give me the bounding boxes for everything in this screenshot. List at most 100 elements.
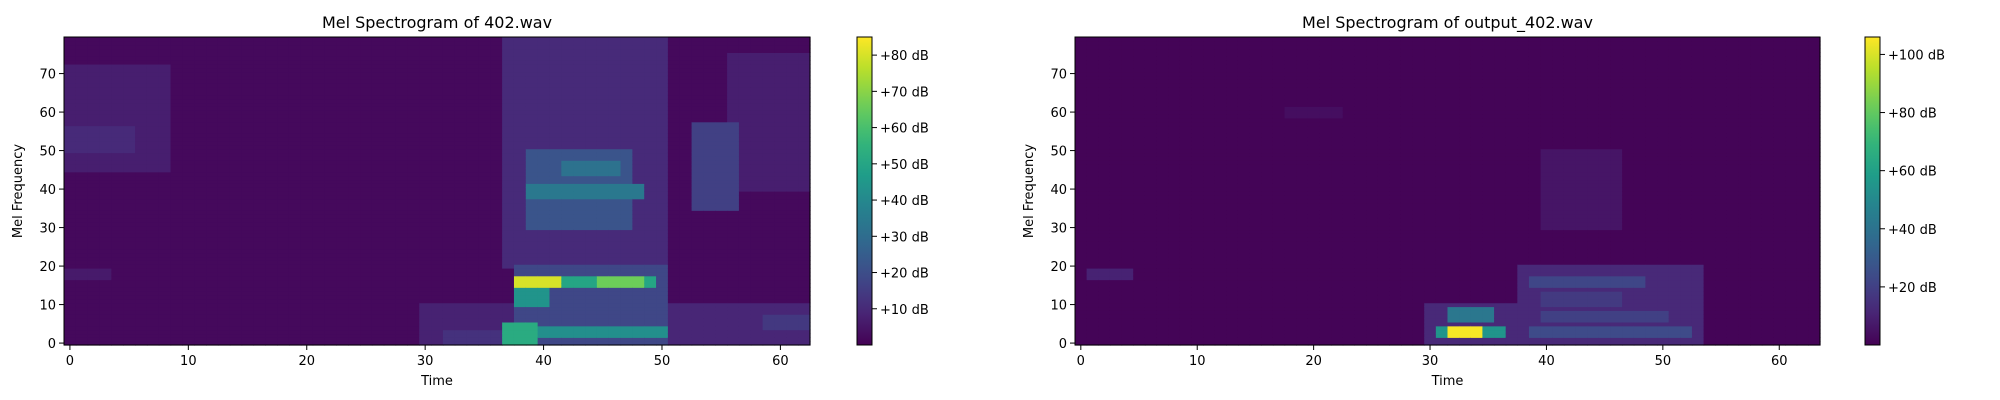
heatmap-cell <box>123 67 136 73</box>
heatmap-cell <box>324 40 337 46</box>
heatmap-cell <box>265 102 278 107</box>
heatmap-cell <box>217 306 231 311</box>
heatmap-cell <box>466 75 480 80</box>
heatmap-cell <box>123 129 136 134</box>
heatmap-cell <box>324 225 337 231</box>
heatmap-cell <box>632 287 645 292</box>
heatmap-cell <box>395 48 408 53</box>
heatmap-cell <box>478 87 491 92</box>
heatmap-cell <box>407 291 420 296</box>
heatmap-cell <box>194 83 207 88</box>
heatmap-cell <box>288 167 302 173</box>
heatmap-cell <box>158 114 172 119</box>
heatmap-cell <box>620 71 633 77</box>
heatmap-cell <box>300 310 314 315</box>
heatmap-cell <box>182 237 195 242</box>
heatmap-cell <box>265 275 278 281</box>
heatmap-cell <box>194 302 207 308</box>
heatmap-cell <box>490 318 503 323</box>
heatmap-cell <box>312 221 326 227</box>
heatmap-cell <box>715 114 728 119</box>
heatmap-cell <box>324 202 337 207</box>
heatmap-cell <box>715 298 728 304</box>
heatmap-cell <box>99 183 112 188</box>
heatmap-cell <box>312 341 326 346</box>
heatmap-cell <box>348 137 361 142</box>
heatmap-cell <box>229 294 243 300</box>
heatmap-cell <box>99 40 112 46</box>
heatmap-cell <box>466 229 480 234</box>
heatmap-cell <box>703 191 716 196</box>
heatmap-cell <box>608 333 622 338</box>
heatmap-cell <box>703 264 716 269</box>
heatmap-cell <box>454 233 468 238</box>
heatmap-cell <box>774 325 787 331</box>
heatmap-cell <box>170 133 184 138</box>
heatmap-cell <box>407 171 420 177</box>
heatmap-cell <box>419 318 432 323</box>
heatmap-cell <box>774 283 787 288</box>
heatmap-cell <box>265 156 278 161</box>
heatmap-cell <box>738 314 752 319</box>
heatmap-cell <box>715 198 728 204</box>
heatmap-cell <box>442 264 456 269</box>
heatmap-cell <box>727 133 740 138</box>
heatmap-cell <box>395 298 408 304</box>
heatmap-cell <box>738 60 752 65</box>
heatmap-cell <box>395 83 408 88</box>
heatmap-cell <box>135 329 148 335</box>
heatmap-cell <box>182 125 195 130</box>
heatmap-cell <box>383 233 397 238</box>
heatmap-cell <box>371 341 385 346</box>
heatmap-cell <box>158 221 172 227</box>
heatmap-cell <box>691 175 705 181</box>
heatmap-cell <box>644 144 657 150</box>
heatmap-cell <box>632 268 645 273</box>
heatmap-cell <box>738 191 752 196</box>
heatmap-cell <box>667 102 681 107</box>
heatmap-cell <box>727 237 740 242</box>
heatmap-cell <box>774 98 787 104</box>
heatmap-cell <box>87 214 101 219</box>
heatmap-cell <box>253 98 266 104</box>
heatmap-cell <box>407 206 420 211</box>
heatmap-cell <box>170 260 184 265</box>
heatmap-cell <box>585 229 598 234</box>
heatmap-cell <box>75 44 89 50</box>
heatmap-cell <box>715 271 728 277</box>
heatmap-cell <box>348 294 361 300</box>
heatmap-cell <box>253 171 266 177</box>
heatmap-cell <box>644 341 657 346</box>
heatmap-cell <box>537 225 551 231</box>
heatmap-cell <box>158 229 172 234</box>
heatmap-cell <box>502 225 515 231</box>
heatmap-cell <box>182 202 195 207</box>
heatmap-cell <box>667 129 681 134</box>
heatmap-cell <box>656 79 669 84</box>
heatmap-cell <box>395 37 408 42</box>
heatmap-cell <box>549 291 562 296</box>
heatmap-cell <box>217 63 231 69</box>
heatmap-cell <box>478 225 491 231</box>
heatmap-cell <box>727 275 740 281</box>
heatmap-cell <box>87 325 101 331</box>
heatmap-cell <box>146 175 160 181</box>
heatmap-cell <box>573 260 586 265</box>
heatmap-cell <box>135 94 148 100</box>
heatmap-cell <box>798 314 811 319</box>
heatmap-cell <box>241 291 255 296</box>
heatmap-cell <box>288 140 302 146</box>
heatmap-cell <box>466 110 480 115</box>
heatmap-cell <box>632 214 645 219</box>
heatmap-cell <box>573 102 586 107</box>
heatmap-cell <box>182 325 195 331</box>
heatmap-cell <box>738 117 752 123</box>
heatmap-cell <box>348 175 361 181</box>
heatmap-cell <box>525 221 539 227</box>
heatmap-cell <box>75 306 89 311</box>
heatmap-cell <box>537 75 551 80</box>
heatmap-cell <box>620 260 633 265</box>
heatmap-cell <box>715 175 728 181</box>
heatmap-cell <box>123 221 136 227</box>
heatmap-cell <box>490 198 503 204</box>
